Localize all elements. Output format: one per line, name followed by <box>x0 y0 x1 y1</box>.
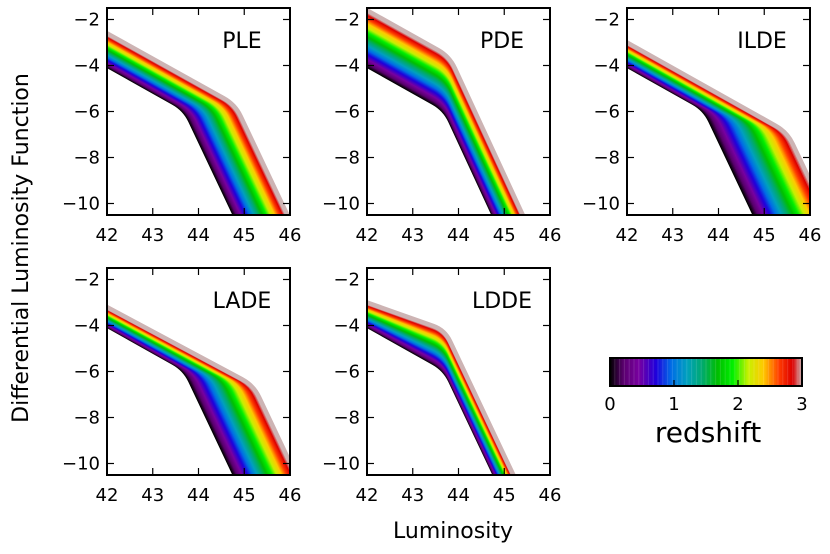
x-tick-label: 44 <box>187 225 210 246</box>
x-tick-label: 45 <box>233 485 256 506</box>
y-tick-label: −10 <box>322 194 360 215</box>
y-tick-label: −4 <box>73 56 100 77</box>
x-tick-label: 42 <box>96 225 119 246</box>
panel-title: PDE <box>480 29 524 54</box>
curves <box>367 8 526 215</box>
curve-z-3.00 <box>107 31 290 215</box>
y-tick-label: −8 <box>333 148 360 169</box>
y-tick-label: −6 <box>73 102 100 123</box>
y-tick-label: −2 <box>73 270 100 291</box>
y-tick-label: −10 <box>62 454 100 475</box>
y-tick-label: −8 <box>333 408 360 429</box>
x-tick-label: 45 <box>753 225 776 246</box>
colorbar-gradient <box>610 358 802 386</box>
y-tick-label: −10 <box>62 194 100 215</box>
x-tick-label: 44 <box>447 485 470 506</box>
y-tick-label: −2 <box>333 10 360 31</box>
panel-title: LADE <box>213 289 272 314</box>
curve-z-3.00 <box>367 300 516 475</box>
colorbar-label: redshift <box>655 416 761 449</box>
x-tick-label: 42 <box>356 225 379 246</box>
y-tick-label: −8 <box>73 148 100 169</box>
x-tick-label: 44 <box>707 225 730 246</box>
y-tick-label: −6 <box>73 362 100 383</box>
y-tick-label: −4 <box>73 316 100 337</box>
y-tick-label: −8 <box>73 408 100 429</box>
colorbar-tick-label: 2 <box>732 394 743 415</box>
panel-ilde: 42 43 44 45 46 −2 −4 −6 −8 −10 ILDE <box>582 7 822 246</box>
y-axis-label: Differential Luminosity Function <box>9 73 34 423</box>
colorbar-tick-label: 3 <box>796 394 807 415</box>
x-tick-label: 44 <box>187 485 210 506</box>
y-tick-label: −6 <box>333 362 360 383</box>
curve-z-3.00 <box>107 305 290 468</box>
y-tick-label: −2 <box>73 10 100 31</box>
x-tick-label: 43 <box>661 225 684 246</box>
y-tick-label: −6 <box>593 102 620 123</box>
y-tick-label: −8 <box>593 148 620 169</box>
panel-ple: 42 43 44 45 46 −2 −4 −6 −8 −10 PLE <box>62 7 302 246</box>
curve-z-3.00 <box>367 8 526 215</box>
x-tick-label: 46 <box>539 225 562 246</box>
y-tick-label: −2 <box>333 270 360 291</box>
y-tick-label: −4 <box>333 316 360 337</box>
x-tick-label: 42 <box>96 485 119 506</box>
y-tick-label: −2 <box>593 10 620 31</box>
y-tick-label: −10 <box>322 454 360 475</box>
panel-pde: 42 43 44 45 46 −2 −4 −6 −8 −10 PDE <box>322 7 562 246</box>
colorbar-tick-label: 0 <box>604 394 615 415</box>
x-tick-label: 45 <box>493 225 516 246</box>
x-axis-label: Luminosity <box>393 519 513 544</box>
y-tick-label: −10 <box>582 194 620 215</box>
x-tick-label: 43 <box>141 225 164 246</box>
y-tick-label: −6 <box>333 102 360 123</box>
x-tick-label: 46 <box>279 225 302 246</box>
x-tick-label: 42 <box>616 225 639 246</box>
curves <box>367 300 516 475</box>
x-tick-label: 44 <box>447 225 470 246</box>
panel-title: PLE <box>222 29 261 54</box>
panel-lade: 42 43 44 45 46 −2 −4 −6 −8 −10 LADE <box>62 267 302 506</box>
panel-ldde: 42 43 44 45 46 −2 −4 −6 −8 −10 LDDE <box>322 267 562 506</box>
curves <box>627 40 810 215</box>
curve-z-3.00 <box>627 40 810 186</box>
x-tick-label: 43 <box>141 485 164 506</box>
colorbar-tick-label: 1 <box>668 394 679 415</box>
x-tick-label: 43 <box>401 225 424 246</box>
curves <box>107 31 290 215</box>
x-tick-label: 45 <box>233 225 256 246</box>
curves <box>107 305 290 475</box>
panel-title: ILDE <box>737 29 787 54</box>
x-tick-label: 43 <box>401 485 424 506</box>
colorbar: 0 1 2 3 redshift <box>604 357 808 449</box>
x-tick-label: 45 <box>493 485 516 506</box>
x-tick-label: 46 <box>799 225 822 246</box>
x-tick-label: 42 <box>356 485 379 506</box>
x-tick-label: 46 <box>539 485 562 506</box>
x-tick-label: 46 <box>279 485 302 506</box>
panel-title: LDDE <box>472 289 532 314</box>
y-tick-label: −4 <box>593 56 620 77</box>
y-tick-label: −4 <box>333 56 360 77</box>
